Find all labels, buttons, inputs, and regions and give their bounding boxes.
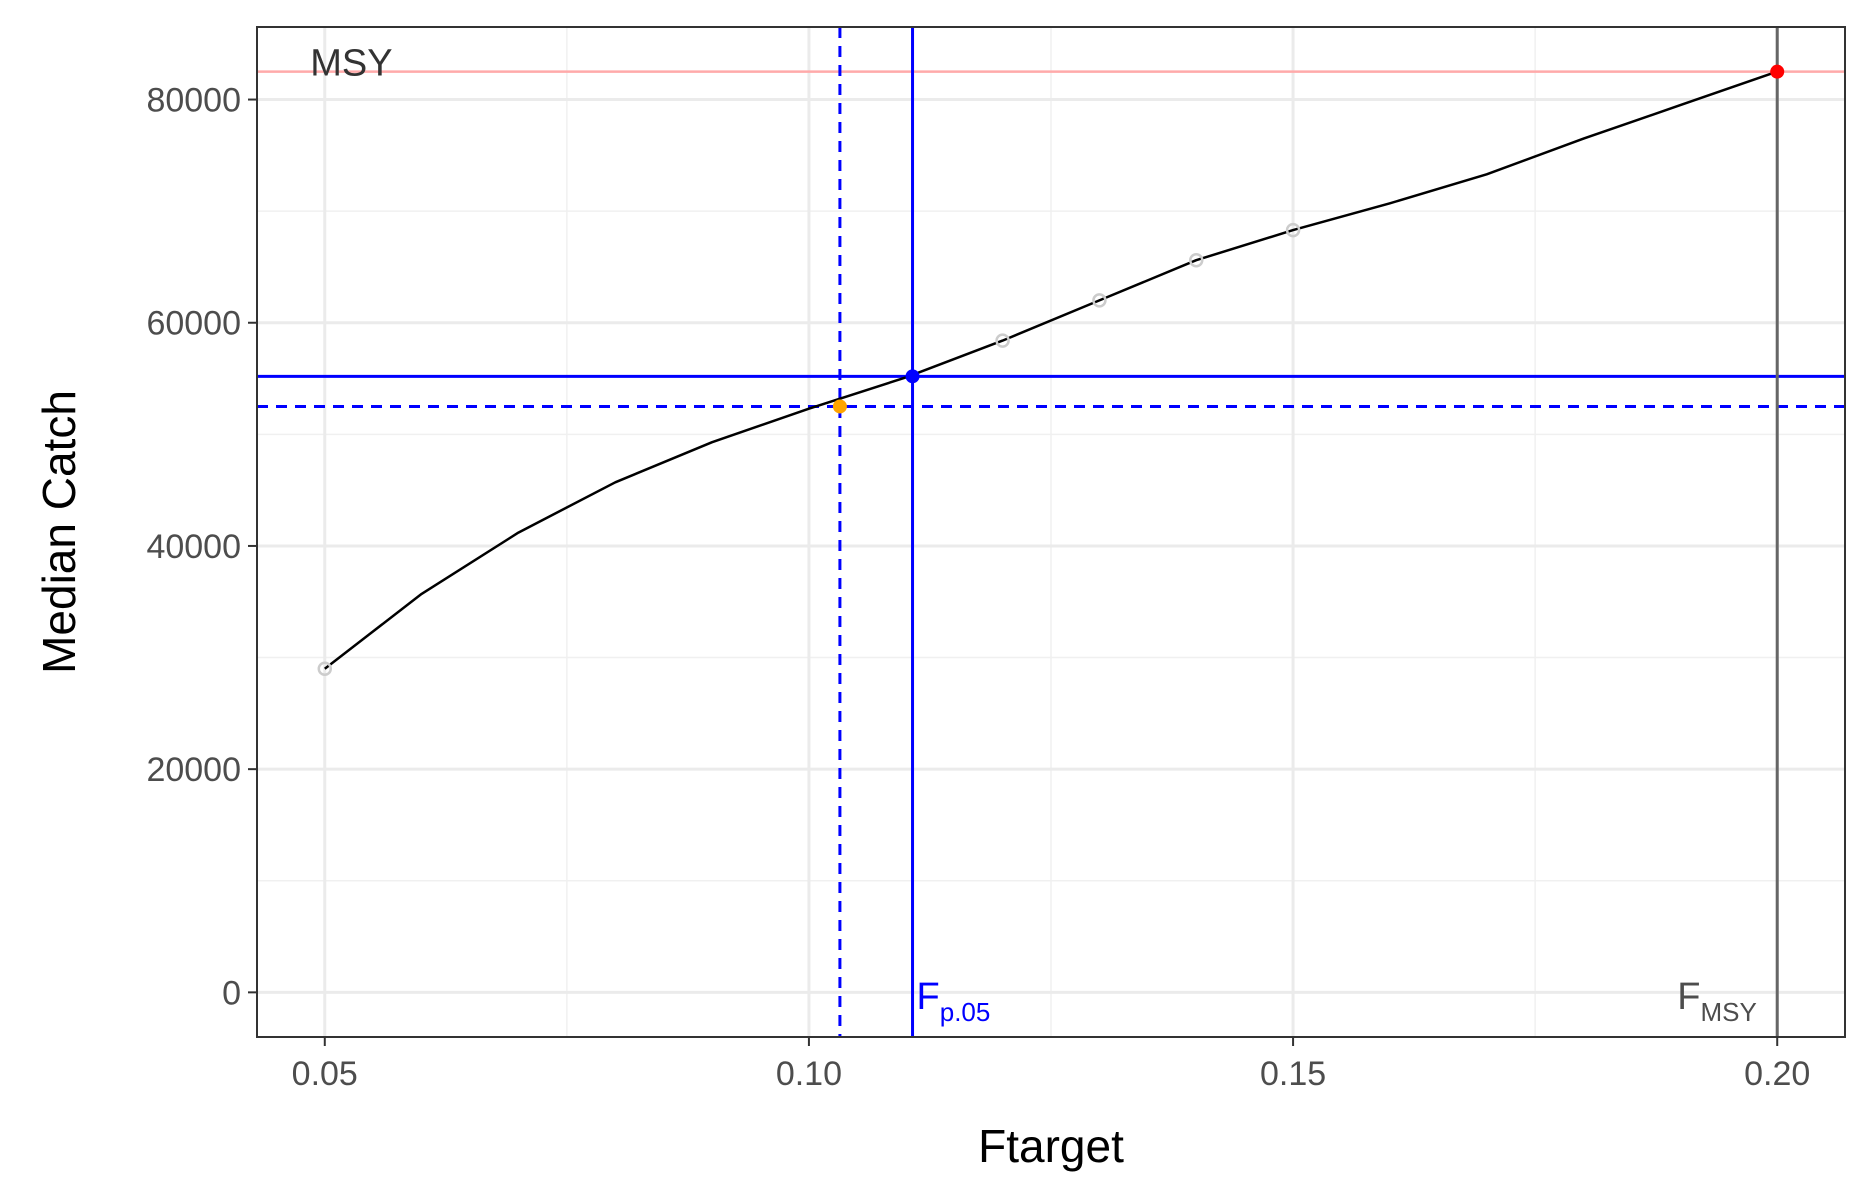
x-axis-title: Ftarget xyxy=(978,1120,1124,1172)
data-point xyxy=(317,661,333,676)
highlight-point xyxy=(832,399,847,414)
x-tick-label: 0.10 xyxy=(776,1055,842,1093)
data-point xyxy=(995,333,1010,348)
fp05-label-main: F xyxy=(917,976,940,1018)
fmsy-label-subscript: MSY xyxy=(1700,997,1756,1027)
data-point xyxy=(1188,252,1204,268)
y-tick-label: 80000 xyxy=(146,82,241,120)
data-point xyxy=(1285,222,1301,238)
y-axis-title: Median Catch xyxy=(33,390,85,674)
median-catch-line xyxy=(324,70,1778,670)
y-tick-label: 0 xyxy=(222,974,241,1012)
x-tick-label: 0.15 xyxy=(1260,1055,1326,1093)
fmsy-label-main: F xyxy=(1677,976,1700,1018)
reference-lines xyxy=(257,27,1845,1037)
annotations: MSY Fp.05 FMSY xyxy=(310,43,1757,1027)
fp05-label-subscript: p.05 xyxy=(940,997,991,1027)
minor-gridlines xyxy=(257,27,1845,1037)
msy-label: MSY xyxy=(310,43,392,85)
y-tick-label: 60000 xyxy=(146,305,241,343)
highlight-point xyxy=(1770,64,1785,79)
highlight-points xyxy=(832,64,1785,414)
fmsy-label: FMSY xyxy=(1677,976,1757,1027)
axis-tick-labels: 0.05 0.10 0.15 0.20 0 20000 40000 60000 80000 xyxy=(146,82,1810,1093)
axis-ticks xyxy=(248,98,1779,1046)
y-tick-label: 40000 xyxy=(146,528,241,566)
x-tick-label: 0.20 xyxy=(1744,1055,1810,1093)
plot-panel-border xyxy=(256,26,1846,1038)
highlight-point xyxy=(905,369,920,384)
data-point xyxy=(1092,293,1107,308)
fp05-label: Fp.05 xyxy=(917,976,991,1027)
series-layer xyxy=(317,70,1778,676)
x-tick-label: 0.05 xyxy=(292,1055,358,1093)
y-tick-label: 20000 xyxy=(146,751,241,789)
